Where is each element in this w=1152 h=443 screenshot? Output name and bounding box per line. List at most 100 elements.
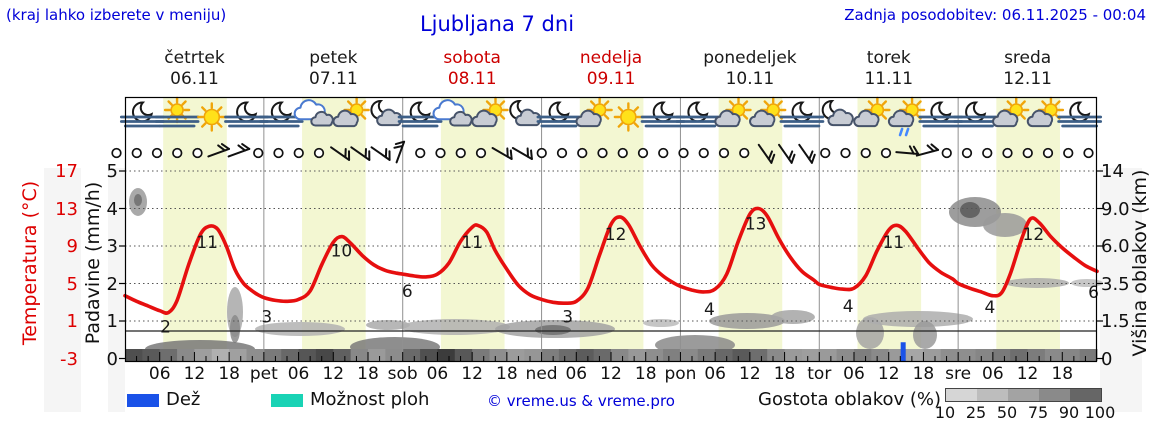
ground-cloud-cell [940,349,959,361]
cloud-density-blob [960,202,980,218]
cloud-density-blob [771,310,815,324]
weather-icon-moon-fog [675,101,721,128]
wind-calm-icon [455,147,466,159]
cloud-density-blob [366,320,410,330]
wind-calm-icon [1083,147,1094,159]
wind-calm-icon [698,147,709,159]
ground-cloud-cell [315,349,334,361]
wind-calm-icon [313,147,325,159]
wind-calm-icon [820,147,831,159]
tick-label: 3.5 [1101,273,1130,295]
weather-icon-sun [197,102,227,132]
wind-barb-icon [778,143,796,164]
ground-cloud-cell [593,349,612,361]
ground-cloud-cell [767,349,786,361]
density-scale-segment [977,389,1008,401]
ground-cloud-cell [1010,349,1029,361]
cloud-density-blob [913,321,937,349]
ground-cloud-cell [454,349,473,361]
weather-icon-moon-fog [397,101,443,128]
rain-legend-swatch [127,394,159,407]
time-label: 06 [565,364,588,384]
time-label: 06 [426,364,449,384]
ground-cloud-cell [142,349,161,361]
wind-calm-icon [253,147,264,159]
ground-cloud-cell [333,349,352,361]
wind-barb-icon [227,143,251,158]
day-header-ponedeljek: ponedeljek 10.11 [680,48,819,90]
wind-calm-icon [1063,147,1074,159]
weather-icon-moon-cloud [821,99,854,127]
ground-cloud-cell [194,349,213,361]
day-abbrev-label: pon [664,364,697,384]
ground-cloud-cell [975,349,994,361]
density-scale-label: 100 [1084,403,1116,422]
weather-icon-sun-cloud [749,96,787,128]
time-label: 12 [461,364,483,384]
tick-label: 14 [1101,161,1124,182]
wind-calm-icon [435,147,446,159]
temperature-value-label: 4 [985,298,996,318]
density-scale-label: 50 [996,403,1018,422]
ground-cloud-cell [263,349,282,361]
time-label: 18 [218,364,240,384]
wind-calm-icon [637,147,649,159]
day-date: 11.11 [864,69,914,89]
wind-barb-icon [330,146,351,161]
ground-cloud-cell [159,349,178,361]
wind-barb-icon [491,147,513,160]
temperature-value-label: 3 [261,307,272,327]
left-precip-strip [108,168,125,412]
ground-cloud-cell [350,349,369,361]
ground-cloud-cell [177,349,195,361]
ground-cloud-cell [836,349,855,361]
ground-cloud-cell [819,349,838,361]
chart-frame [124,96,1098,363]
temperature-value-label: 4 [843,297,854,317]
ground-cloud-cell [524,349,543,361]
temperature-value-label: 3 [562,307,573,327]
copyright-link[interactable]: © vreme.us & vreme.pro [487,392,675,410]
wind-calm-icon [172,147,183,159]
time-label: 06 [287,364,310,384]
weather-icon-sun-cloud [853,96,891,128]
ground-cloud-cell [784,349,803,361]
weather-icon-moon-cloud [370,99,403,127]
wind-calm-icon [840,147,851,159]
time-label: 06 [148,364,171,384]
tick-label: 3 [106,236,118,257]
weather-icon-sun-cloud [992,96,1030,128]
time-label: 06 [843,364,865,384]
menu-hint: (kraj lahko izberete v meniju) [6,6,227,24]
weather-icon-moon-fog [953,101,998,128]
cloud-density-blob [230,315,240,343]
time-label: 06 [982,364,1004,384]
tick-label: 9 [66,236,78,257]
ground-cloud-cell [298,349,317,361]
temperature-value-label: 4 [704,300,715,320]
wind-calm-icon [293,147,304,159]
tick-label: 13 [55,198,78,220]
wind-calm-icon [1022,147,1033,159]
weather-icon-cloud [293,99,334,127]
weather-icon-moon-fog [536,101,582,128]
left-temp-strip [44,168,81,412]
tick-label: 2 [106,273,118,295]
ground-cloud-cell [420,349,438,361]
wind-calm-icon [860,147,871,159]
time-label: 18 [357,364,379,384]
page-title: Ljubljana 7 dni [419,12,575,36]
day-name: nedelja [579,48,643,68]
tick-label: 1.5 [1101,311,1130,332]
weather-icon-moon-fog [258,101,304,128]
daytime-band [302,98,366,361]
wind-calm-icon [131,147,142,159]
rain-legend-label: Dež [166,389,201,410]
wind-barb-icon [915,143,940,157]
ground-cloud-cell [558,349,577,361]
ground-cloud-cell [385,349,404,361]
ground-cloud-cell [246,349,265,361]
weather-icon-sun-cloud [471,96,509,128]
ground-cloud-cell [923,349,942,361]
day-abbrev-label: pet [249,364,278,384]
